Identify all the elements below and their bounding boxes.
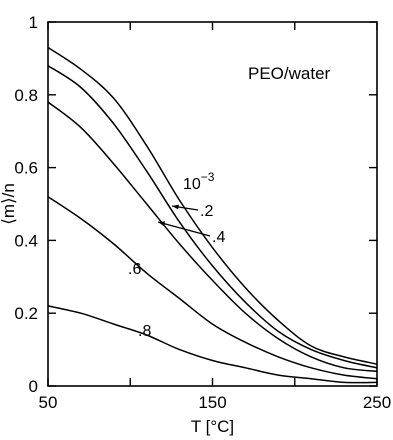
series-line-2: [47, 101, 378, 373]
chart-title: PEO/water: [248, 64, 331, 83]
series-line-0: [47, 46, 378, 365]
annotation-arrowhead-2: [158, 221, 165, 226]
series-line-3: [47, 196, 378, 380]
y-tick-label: 0.8: [14, 86, 38, 105]
y-tick-label: 0.4: [14, 231, 38, 250]
y-tick-label: 1: [29, 13, 38, 32]
annotation-arrow-2: [157, 221, 211, 237]
x-axis-label: T [°C]: [191, 417, 234, 436]
y-tick-label: 0.2: [14, 304, 38, 323]
series-label-0: 10−3: [183, 170, 215, 193]
series-label-1: .2: [200, 203, 213, 220]
series-group: [47, 46, 378, 384]
y-axis-label: ⟨m⟩/n: [0, 183, 18, 225]
axes: 50 150 250 0 0.2 0.4 0.6 0.8 1: [14, 13, 391, 412]
y-tick-label: 0.6: [14, 159, 38, 178]
x-tick-label: 150: [198, 393, 226, 412]
y-tick-label: 0: [29, 377, 38, 396]
x-tick-label: 250: [363, 393, 391, 412]
series-line-1: [47, 65, 378, 369]
series-line-4: [47, 305, 378, 384]
series-label-4: .8: [138, 323, 151, 340]
x-tick-label: 50: [39, 393, 58, 412]
annotation-arrowhead-1: [172, 204, 179, 210]
series-label-2: .4: [212, 229, 225, 246]
series-label-3: .6: [128, 261, 141, 278]
